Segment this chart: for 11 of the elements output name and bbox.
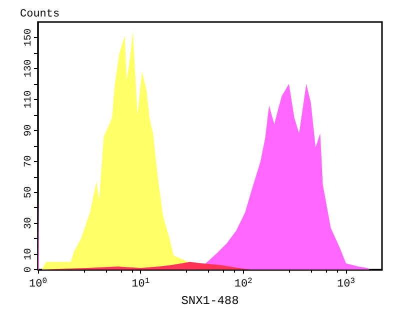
y-tick-label: 150 [24,28,34,46]
y-tick-label: 110 [24,90,34,108]
y-tick-label: 50 [24,186,34,198]
y-tick-label: 10 [24,248,34,260]
y-tick-label: 30 [24,217,34,230]
y-tick-label: 70 [24,155,34,168]
y-axis-title: Counts [20,8,60,20]
x-axis-title: SNX1-488 [181,294,239,308]
y-tick-label: 90 [24,124,34,136]
y-tick-label: 130 [24,59,34,78]
y-tick-label: 0 [24,266,34,273]
